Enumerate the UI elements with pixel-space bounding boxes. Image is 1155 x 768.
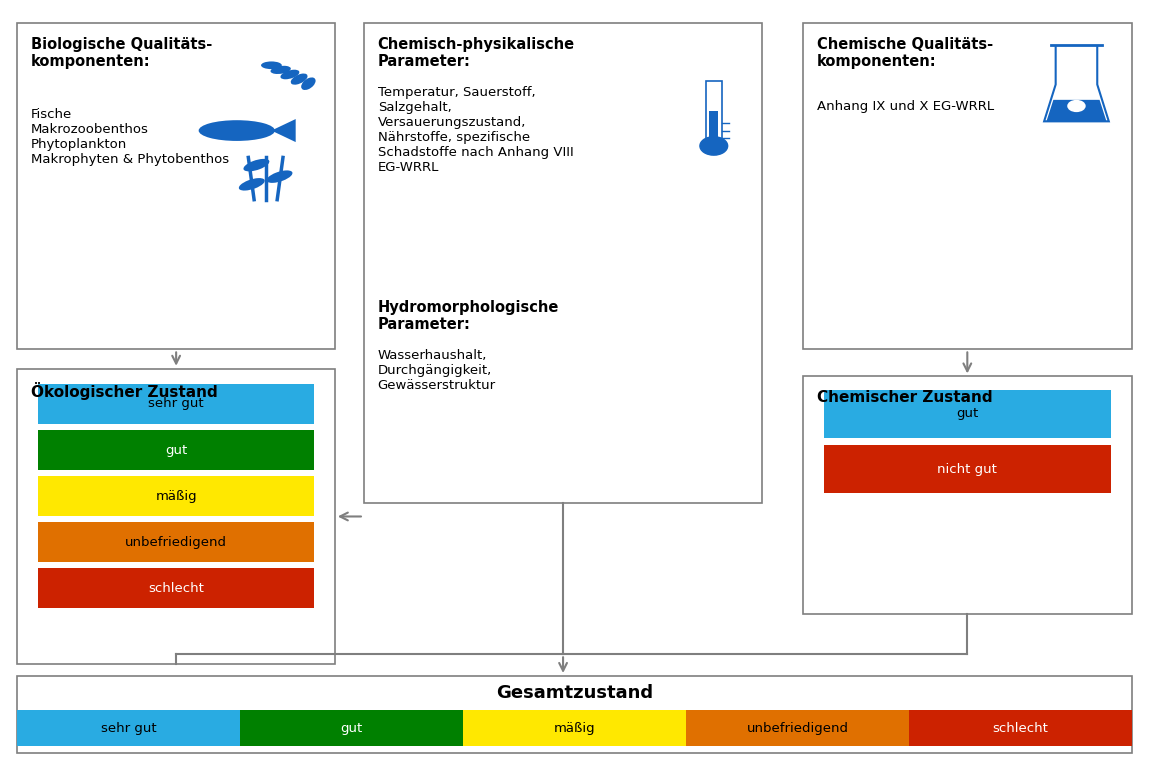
Text: Wasserhaushalt,
Durchgängigkeit,
Gewässerstruktur: Wasserhaushalt, Durchgängigkeit, Gewässe… [378, 349, 495, 392]
Ellipse shape [281, 70, 299, 79]
Text: mäßig: mäßig [155, 490, 198, 502]
Bar [364, 23, 762, 503]
Text: nicht gut: nicht gut [938, 463, 997, 475]
Bar [909, 710, 1132, 746]
Text: unbefriedigend: unbefriedigend [746, 722, 849, 734]
Polygon shape [1046, 100, 1106, 121]
Bar [38, 384, 314, 424]
Ellipse shape [239, 178, 264, 190]
Bar [803, 376, 1132, 614]
Text: Temperatur, Sauerstoff,
Salzgehalt,
Versauerungszustand,
Nährstoffe, spezifische: Temperatur, Sauerstoff, Salzgehalt, Vers… [378, 86, 573, 174]
Text: gut: gut [341, 722, 363, 734]
Bar [803, 23, 1132, 349]
Bar [824, 445, 1111, 493]
Ellipse shape [291, 74, 307, 84]
Text: schlecht: schlecht [992, 722, 1049, 734]
Ellipse shape [244, 159, 269, 171]
Text: Fische
Makrozoobenthos
Phytoplankton
Makrophyten & Phytobenthos: Fische Makrozoobenthos Phytoplankton Mak… [31, 108, 230, 166]
Bar [38, 430, 314, 470]
Text: Ökologischer Zustand: Ökologischer Zustand [31, 382, 218, 400]
Polygon shape [271, 119, 296, 142]
Circle shape [1067, 100, 1086, 112]
Text: Gesamtzustand: Gesamtzustand [495, 684, 654, 701]
Text: sehr gut: sehr gut [100, 722, 157, 734]
Ellipse shape [301, 78, 315, 90]
Bar [17, 23, 335, 349]
Bar [17, 710, 240, 746]
Text: schlecht: schlecht [148, 582, 204, 594]
Bar [463, 710, 686, 746]
Text: Biologische Qualitäts-
komponenten:: Biologische Qualitäts- komponenten: [31, 37, 213, 69]
Text: Hydromorphologische
Parameter:: Hydromorphologische Parameter: [378, 300, 559, 332]
Text: gut: gut [165, 444, 187, 456]
Ellipse shape [199, 121, 275, 141]
Text: unbefriedigend: unbefriedigend [125, 536, 228, 548]
Text: sehr gut: sehr gut [148, 398, 204, 410]
Text: Chemisch-physikalische
Parameter:: Chemisch-physikalische Parameter: [378, 37, 575, 69]
Circle shape [700, 137, 728, 155]
Text: Chemische Qualitäts-
komponenten:: Chemische Qualitäts- komponenten: [817, 37, 992, 69]
Bar [38, 568, 314, 608]
Bar [38, 522, 314, 562]
Text: gut: gut [956, 408, 978, 420]
Bar [38, 476, 314, 516]
Text: Anhang IX und X EG-WRRL: Anhang IX und X EG-WRRL [817, 100, 993, 113]
Text: Chemischer Zustand: Chemischer Zustand [817, 390, 992, 406]
Bar [824, 390, 1111, 438]
Ellipse shape [261, 61, 282, 69]
Bar [240, 710, 463, 746]
Bar [17, 676, 1132, 753]
Ellipse shape [270, 66, 291, 74]
Bar [709, 111, 718, 142]
Bar [686, 710, 909, 746]
Ellipse shape [267, 170, 292, 183]
Text: mäßig: mäßig [553, 722, 596, 734]
Bar [706, 81, 722, 142]
Bar [17, 369, 335, 664]
